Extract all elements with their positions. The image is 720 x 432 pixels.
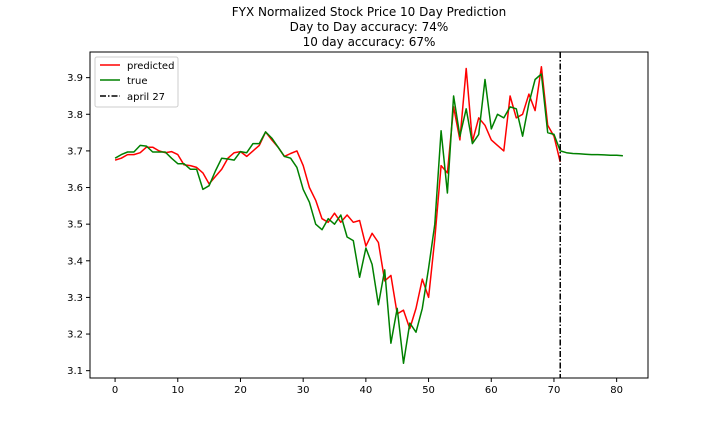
legend-box [94, 56, 179, 108]
y-tick-label: 3.3 [67, 293, 83, 304]
legend: predicted true april 27 [94, 56, 179, 108]
x-axis: 0 10 20 30 40 50 60 70 80 [112, 378, 623, 396]
y-tick-label: 3.5 [67, 220, 83, 231]
x-tick-label: 70 [548, 385, 561, 396]
chart-title-line-3: 10 day accuracy: 67% [303, 35, 436, 49]
x-tick-label: 20 [234, 385, 247, 396]
y-tick-label: 3.9 [67, 73, 83, 84]
y-tick-label: 3.2 [67, 330, 83, 341]
x-tick-label: 10 [171, 385, 184, 396]
y-tick-label: 3.8 [67, 110, 83, 121]
y-tick-label: 3.1 [67, 366, 83, 377]
x-tick-label: 0 [112, 385, 118, 396]
legend-label-april-27: april 27 [127, 92, 165, 103]
chart-title: FYX Normalized Stock Price 10 Day Predic… [232, 5, 506, 49]
y-tick-label: 3.4 [67, 256, 83, 267]
y-axis: 3.1 3.2 3.3 3.4 3.5 3.6 3.7 3.8 3.9 [67, 73, 90, 377]
series-line-true [114, 73, 623, 365]
series-line-predicted [114, 65, 561, 330]
x-tick-label: 30 [297, 385, 310, 396]
chart-title-line-1: FYX Normalized Stock Price 10 Day Predic… [232, 5, 506, 19]
x-tick-label: 40 [359, 385, 372, 396]
legend-label-true: true [127, 76, 148, 87]
chart-title-line-2: Day to Day accuracy: 74% [290, 20, 449, 34]
x-tick-label: 80 [610, 385, 623, 396]
legend-label-predicted: predicted [127, 61, 174, 72]
series-layer [114, 65, 623, 365]
y-tick-label: 3.6 [67, 183, 83, 194]
x-tick-label: 60 [485, 385, 498, 396]
y-tick-label: 3.7 [67, 146, 83, 157]
plot-frame [89, 51, 649, 379]
x-tick-label: 50 [422, 385, 435, 396]
